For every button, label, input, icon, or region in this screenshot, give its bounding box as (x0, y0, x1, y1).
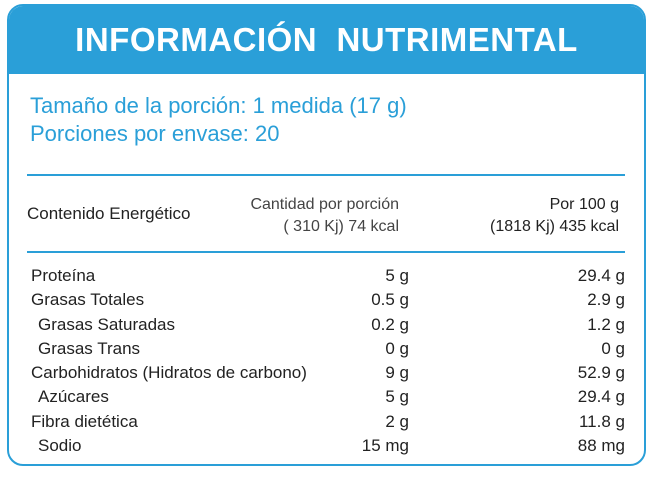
nutrient-per-portion: 5 g (385, 387, 409, 407)
nutrient-name: Azúcares (38, 387, 109, 407)
nutrient-row: Carbohidratos (Hidratos de carbono) 9 g … (27, 363, 625, 387)
nutrient-per-portion: 0 g (385, 338, 409, 358)
nutrient-per-100g: 0 g (601, 338, 625, 358)
nutrient-row: Proteína 5 g 29.4 g (27, 266, 625, 290)
servings-per-container: Porciones por envase: 20 (30, 121, 280, 146)
per-portion-energy: ( 310 Kj) 74 kcal (283, 218, 399, 235)
nutrient-per-portion: 2 g (385, 411, 409, 431)
nutrient-name: Fibra dietética (31, 411, 138, 431)
nutrient-per-portion: 9 g (385, 363, 409, 383)
nutrient-per-100g: 88 mg (577, 436, 625, 456)
per-portion-title: Cantidad por porción (250, 196, 399, 213)
nutrient-row: Grasas Saturadas 0.2 g 1.2 g (27, 315, 625, 339)
nutrient-per-100g: 29.4 g (577, 266, 625, 285)
nutrient-per-portion: 0.5 g (371, 290, 409, 310)
nutrient-per-100g: 29.4 g (577, 387, 625, 407)
nutrient-per-portion: 5 g (385, 266, 409, 285)
nutrient-name: Carbohidratos (Hidratos de carbono) (31, 363, 307, 383)
per-100g-header: Por 100 g (1818 Kj) 435 kcal (429, 194, 619, 238)
nutrient-name: Grasas Totales (31, 290, 145, 310)
nutrient-per-100g: 1.2 g (587, 314, 625, 334)
serving-info: Tamaño de la porción: 1 medida (17 g) Po… (30, 92, 407, 148)
nutrient-name: Sodio (38, 436, 82, 456)
per-portion-header: Cantidad por porción ( 310 Kj) 74 kcal (209, 194, 399, 238)
nutrient-row: Grasas Totales 0.5 g 2.9 g (27, 290, 625, 314)
nutrient-name: Grasas Saturadas (38, 314, 176, 334)
energy-label: Contenido Energético (27, 204, 191, 223)
divider-top (27, 174, 625, 176)
nutrient-row: Sodio 15 mg 88 mg (27, 436, 625, 460)
nutrient-list: Proteína 5 g 29.4 g Grasas Totales 0.5 g… (27, 266, 625, 460)
nutrient-name: Proteína (31, 266, 96, 285)
panel-header: INFORMACIÓN NUTRIMENTAL (9, 6, 644, 74)
serving-size: Tamaño de la porción: 1 medida (17 g) (30, 93, 407, 118)
nutrient-per-100g: 11.8 g (578, 411, 625, 431)
nutrient-row: Azúcares 5 g 29.4 g (27, 387, 625, 411)
nutrition-facts-panel: INFORMACIÓN NUTRIMENTAL Tamaño de la por… (7, 4, 646, 466)
nutrient-per-portion: 15 mg (361, 436, 409, 456)
panel-title: INFORMACIÓN NUTRIMENTAL (75, 21, 578, 58)
per-100g-title: Por 100 g (549, 196, 619, 213)
nutrient-per-portion: 0.2 g (371, 314, 409, 334)
divider-middle (27, 251, 625, 253)
nutrient-per-100g: 2.9 g (587, 290, 625, 310)
nutrient-row: Grasas Trans 0 g 0 g (27, 339, 625, 363)
nutrient-row: Fibra dietética 2 g 11.8 g (27, 412, 625, 436)
per-100g-energy: (1818 Kj) 435 kcal (490, 218, 619, 235)
nutrient-name: Grasas Trans (38, 338, 141, 358)
nutrient-per-100g: 52.9 g (577, 363, 625, 383)
